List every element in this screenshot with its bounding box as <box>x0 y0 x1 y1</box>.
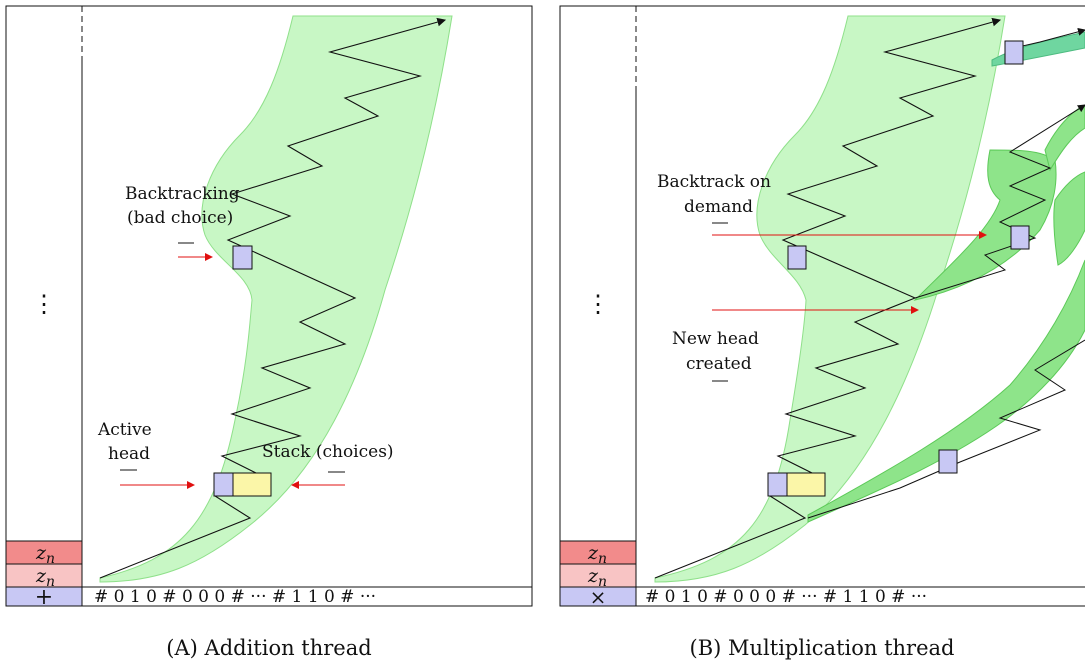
panel-b-branch-middle <box>913 149 1057 301</box>
panel-a-label-active: Active <box>97 420 152 440</box>
panel-a-computation-band <box>99 15 453 583</box>
panel-b-head-lower <box>938 449 958 474</box>
panel-b-z2: zn <box>587 565 607 590</box>
panel-b-label-demand: demand <box>684 197 753 217</box>
panel-a-caption: (A) Addition thread <box>166 636 371 660</box>
panel-b-z1: zn <box>587 542 607 567</box>
panel-b-label-newhead: New head <box>672 329 759 349</box>
panel-b-caption: (B) Multiplication thread <box>690 636 955 660</box>
panel-b-vdots: ⋮ <box>586 290 610 318</box>
panel-b-head-branch <box>1010 225 1030 250</box>
panel-b-head-top <box>1004 40 1024 65</box>
panel-a-head-trajectory <box>99 17 447 579</box>
panel-a-label-stack: Stack (choices) <box>262 442 394 462</box>
panel-a-label-bad-choice: (bad choice) <box>127 208 233 228</box>
panel-b-tape: # 0 1 0 # 0 0 0 # ··· # 1 1 0 # ··· <box>645 587 927 607</box>
panel-b-stack-box <box>786 472 826 497</box>
panel-b-branch-trajectory-1 <box>914 104 1085 299</box>
panel-a-label-head: head <box>108 444 150 464</box>
panel-addition: ⋮ zn zn + # 0 1 0 # 0 0 0 # ··· # 1 1 0 … <box>5 5 533 660</box>
panel-a-active-head <box>213 472 234 497</box>
panel-a-tape: # 0 1 0 # 0 0 0 # ··· # 1 1 0 # ··· <box>94 587 376 607</box>
panel-a-operator: + <box>35 585 53 610</box>
panel-b-label-created: created <box>686 354 752 374</box>
panel-b-frame <box>559 5 1085 607</box>
panel-a-z1: zn <box>35 542 55 567</box>
panel-a-operator-cell <box>5 586 83 607</box>
panel-b-operator-cell <box>559 586 637 607</box>
panel-b-label-backtrack: Backtrack on <box>657 172 771 192</box>
panel-a-vdots: ⋮ <box>32 290 56 318</box>
panel-a-frame <box>5 5 533 607</box>
panel-a-label-backtracking: Backtracking <box>125 184 240 204</box>
panel-b-branch-trajectory-2 <box>807 339 1085 519</box>
panel-a-backtrack-head <box>232 245 253 270</box>
panel-b-main-band <box>654 15 1006 583</box>
panel-b-branch-upper <box>1044 104 1085 172</box>
panel-b-head-backtrack <box>787 245 807 270</box>
panel-b-active-head <box>767 472 788 497</box>
panel-a-stack-box <box>232 472 272 497</box>
panel-b-branch-right <box>1053 171 1085 266</box>
panel-a-z2: zn <box>35 565 55 590</box>
panel-multiplication: ⋮ zn zn × # 0 1 0 # 0 0 0 # ··· # 1 1 0 … <box>559 5 1085 660</box>
panel-b-operator: × <box>590 585 607 609</box>
